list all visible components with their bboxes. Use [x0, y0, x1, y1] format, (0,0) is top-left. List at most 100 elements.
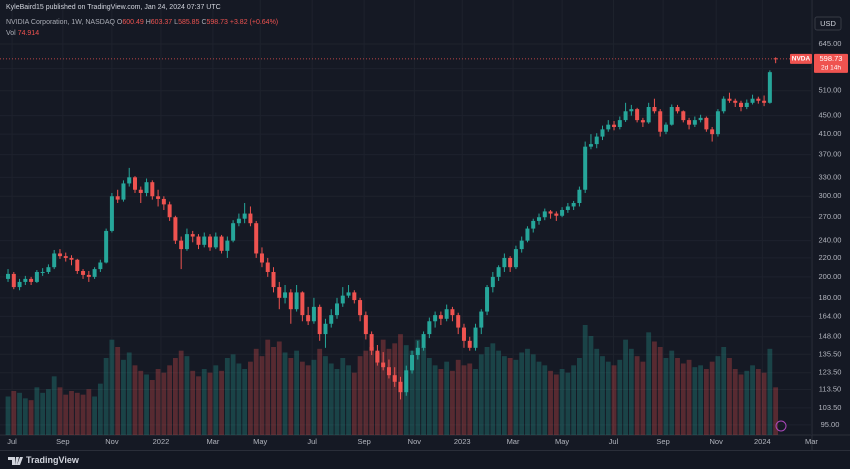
volume-bar [22, 398, 28, 435]
volume-bar [149, 380, 155, 435]
volume-bar [727, 358, 732, 435]
volume-bar [63, 394, 69, 435]
volume-legend: Vol 74.914 [6, 30, 39, 37]
volume-bar [496, 350, 502, 435]
volume-bar [213, 365, 219, 435]
volume-bar [317, 348, 323, 435]
y-tick-label: 180.00 [819, 293, 842, 302]
volume-bar [698, 365, 704, 435]
candle-body [346, 292, 351, 296]
candle-body [571, 203, 576, 207]
y-tick-label: 113.50 [819, 385, 841, 394]
volume-bar [767, 348, 773, 435]
candle-body [115, 196, 120, 200]
volume-value: 74.914 [17, 30, 40, 37]
volume-bar [34, 387, 40, 435]
footer: TradingView [0, 450, 850, 469]
volume-bar [86, 389, 92, 435]
volume-bar [571, 365, 577, 435]
volume-bar [184, 356, 190, 435]
candle-body [496, 267, 501, 277]
candle-body [81, 271, 86, 275]
candle-body [132, 177, 137, 190]
candle-body [86, 274, 91, 277]
ohlc-key: H [145, 19, 151, 26]
volume-bar [334, 369, 340, 435]
candle-body [259, 253, 264, 263]
volume-bar [17, 392, 22, 435]
volume-bar [438, 369, 444, 435]
candle-body [392, 375, 397, 382]
y-tick-label: 450.00 [819, 111, 842, 120]
volume-bar [340, 358, 346, 435]
y-tick-label: 148.00 [819, 332, 842, 341]
volume-pane [5, 325, 779, 435]
candle-body [508, 257, 513, 268]
brand[interactable]: TradingView [26, 455, 79, 465]
x-tick-label: Sep [656, 437, 669, 446]
volume-bar [51, 376, 57, 435]
candle-body [225, 240, 230, 251]
candle-body [646, 106, 651, 123]
candle-body [92, 269, 97, 277]
volume-bar [548, 370, 553, 435]
candle-body [323, 323, 328, 335]
candle-body [208, 236, 213, 248]
candle-body [704, 117, 709, 130]
volume-bar [478, 354, 484, 435]
volume-bar [600, 356, 605, 435]
candle-body [583, 146, 588, 190]
ohlc-value: 603.37 [150, 19, 173, 26]
y-tick-label: 410.00 [819, 129, 842, 138]
ticker-badge [790, 53, 812, 64]
volume-bar [28, 400, 34, 435]
candle-body [588, 144, 593, 147]
candle-body [167, 204, 172, 218]
candle-body [629, 109, 634, 112]
candle-body [767, 72, 772, 103]
candle-body [363, 315, 368, 335]
volume-bar [623, 339, 628, 435]
y-tick-label: 164.00 [819, 311, 842, 320]
volume-bar [11, 391, 17, 435]
candle-body [762, 100, 767, 103]
volume-bar [507, 358, 513, 435]
ohlc-key: C [201, 19, 207, 26]
x-tick-label: Mar [507, 437, 520, 446]
candle-body [46, 267, 51, 272]
volume-bar [138, 370, 144, 435]
candle-body [519, 240, 524, 250]
volume-bar [103, 358, 109, 435]
candle-body [594, 136, 599, 145]
candle-body [306, 315, 311, 322]
volume-bar [167, 365, 173, 435]
candle-body [196, 236, 201, 245]
candle-body [311, 306, 316, 322]
candle-body [335, 303, 340, 316]
candle-body [352, 292, 357, 301]
candle-body [271, 271, 276, 288]
candle-body [150, 182, 155, 197]
candle-body [294, 292, 299, 310]
volume-bar [715, 356, 721, 435]
volume-bar [224, 358, 230, 435]
x-tick-label: May [555, 437, 569, 446]
volume-bar [761, 372, 767, 435]
volume-bar [259, 356, 265, 435]
volume-bar [669, 350, 675, 435]
volume-bar [686, 359, 692, 435]
volume-bar [92, 396, 97, 435]
y-tick-label: 103.50 [819, 403, 842, 412]
y-tick-label: 135.50 [819, 349, 842, 358]
candle-body [635, 109, 640, 121]
candle-body [375, 350, 380, 363]
candle-body [6, 273, 11, 279]
candle-body [161, 198, 166, 205]
x-tick-label: Jul [307, 437, 317, 446]
volume-bar [121, 359, 126, 435]
ohlc: O600.49 H603.37 L585.85 C598.73 [117, 19, 230, 26]
candle-body [565, 206, 570, 210]
candle-body [710, 129, 715, 135]
candle-body [156, 196, 161, 199]
